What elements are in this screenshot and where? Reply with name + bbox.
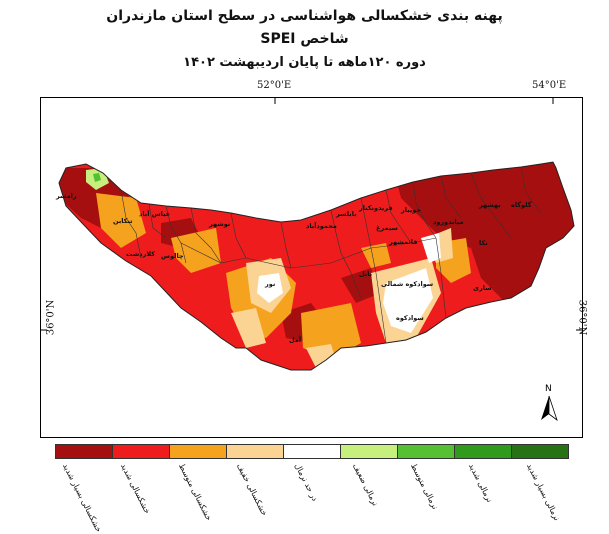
- place-label: جویبار: [400, 206, 421, 214]
- legend-swatch: [341, 445, 398, 458]
- legend-swatch: [227, 445, 284, 458]
- legend-swatch: [170, 445, 227, 458]
- place-label: سوادکوه شمالی: [381, 280, 433, 288]
- drought-legend: [55, 444, 569, 459]
- place-labels: رامسر تنکابن عباس آباد کلاردشت چالوس نوش…: [55, 192, 532, 344]
- map-title: پهنه بندی خشکسالی هواشناسی در سطح استان …: [106, 8, 503, 24]
- north-arrow-label: N: [545, 384, 552, 394]
- legend-label: نرمالی شدید: [466, 462, 495, 504]
- place-label: سیمرغ: [376, 224, 398, 232]
- legend-swatch: [56, 445, 113, 458]
- place-label: میاندورود: [433, 218, 463, 226]
- province-map: رامسر تنکابن عباس آباد کلاردشت چالوس نوش…: [41, 98, 582, 422]
- place-label: رامسر: [55, 192, 77, 200]
- legend-swatch: [398, 445, 455, 458]
- place-label: کلاردشت: [126, 250, 155, 258]
- legend-swatch: [512, 445, 568, 458]
- map-frame: رامسر تنکابن عباس آباد کلاردشت چالوس نوش…: [40, 97, 587, 438]
- legend-label: خشکسالی متوسط: [176, 462, 214, 523]
- legend-labels: خشکسالی بسیار شدید خشکسالی شدید خشکسالی …: [55, 462, 575, 534]
- place-label: بابل: [359, 270, 372, 278]
- place-label: فریدونکنار: [358, 204, 393, 212]
- place-label: نکا: [479, 239, 488, 247]
- place-label: چالوس: [161, 252, 184, 260]
- legend-swatch: [455, 445, 512, 458]
- place-label: سوادکوه: [396, 314, 424, 322]
- place-label: قائمشهر: [388, 238, 417, 246]
- lon-label-52: 52°0'E: [257, 80, 292, 91]
- place-label: تنکابن: [113, 217, 133, 225]
- place-label: محمودآباد: [306, 221, 337, 230]
- lon-label-54: 54°0'E: [532, 80, 567, 91]
- legend-label: خشکسالی شدید: [118, 462, 152, 516]
- place-label: نوشهر: [208, 220, 230, 228]
- drought-zones: [59, 162, 574, 370]
- place-label: ساری: [473, 284, 492, 292]
- legend-swatch: [284, 445, 341, 458]
- place-label: آمل: [289, 335, 302, 344]
- place-label: بابلسر: [335, 210, 357, 218]
- legend-label: نرمالی متوسط: [408, 462, 440, 511]
- legend-label: خشکسالی خفیف: [234, 462, 270, 518]
- legend-label: در حد نرمال: [292, 462, 320, 503]
- place-label: عباس آباد: [139, 209, 170, 218]
- north-arrow-icon: [541, 396, 549, 420]
- legend-label: نرمالی ضعیف: [350, 462, 381, 508]
- lat-label-left: 36°0'N: [45, 299, 57, 336]
- map-subtitle-index: شاخص SPEI: [260, 31, 349, 47]
- province-outline: [58, 161, 575, 371]
- county-boundaries: [120, 166, 542, 344]
- lat-label-right: 36°0'N: [576, 299, 588, 336]
- legend-swatch: [113, 445, 170, 458]
- north-arrow-icon-half: [548, 395, 558, 422]
- legend-label: خشکسالی بسیار شدید: [60, 462, 104, 534]
- place-label: نور: [264, 280, 275, 288]
- place-label: بهشهر: [478, 201, 501, 209]
- north-arrow: N: [541, 384, 558, 422]
- legend-label: نرمالی بسیار شدید: [524, 462, 562, 523]
- place-label: گلوگاه: [511, 201, 532, 209]
- map-subtitle-period: دوره ۱۲۰ماهه تا پایان اردیبهشت ۱۴۰۲: [183, 55, 426, 70]
